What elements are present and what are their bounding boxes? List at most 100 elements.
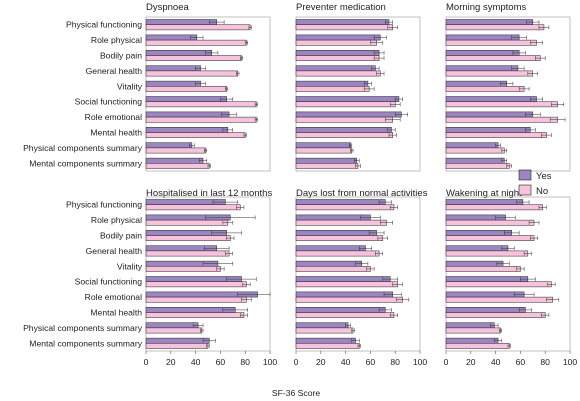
row-label: Role physical — [91, 215, 142, 225]
bar-yes — [295, 291, 393, 298]
panel-title: Days lost from normal activities — [296, 188, 428, 199]
bar-yes — [145, 50, 212, 56]
bar-no — [295, 266, 371, 272]
bar-no — [295, 343, 360, 349]
row-label: Mental components summary — [29, 158, 142, 168]
bar-no — [145, 24, 251, 31]
panel: Days lost from normal activities 0 20 40 60 8… — [294, 188, 428, 367]
bar-no — [295, 86, 370, 92]
panel-title: Wakening at night — [446, 188, 522, 199]
x-tick-label: 40 — [191, 357, 201, 367]
bar-no — [145, 266, 221, 272]
bar-no — [145, 101, 257, 108]
x-tick-label: 40 — [341, 357, 351, 367]
bar-no — [295, 132, 393, 138]
bar-no — [295, 235, 384, 241]
bar-no — [145, 281, 247, 288]
bar-no — [445, 296, 553, 303]
bar-yes — [445, 34, 520, 41]
bar-no — [145, 132, 246, 138]
bar-no — [295, 101, 396, 108]
bar-no — [295, 204, 395, 211]
bar-yes — [295, 214, 371, 221]
bar-no — [445, 86, 525, 92]
bar-yes — [145, 96, 227, 102]
bar-yes — [445, 230, 512, 236]
row-label: Mental health — [90, 308, 142, 318]
bar-no — [445, 132, 547, 138]
panels: Dyspnoea Physical functioning Role physica… — [23, 2, 577, 367]
bar-no — [145, 235, 231, 241]
bar-no — [445, 235, 535, 241]
bar-no — [445, 24, 545, 31]
bar-yes — [145, 127, 229, 133]
bar-no — [145, 250, 230, 257]
x-tick-label: 60 — [216, 357, 226, 367]
bar-no — [295, 296, 403, 303]
bar-yes — [295, 307, 386, 313]
panel-frame — [445, 196, 571, 352]
bar-no — [295, 147, 353, 154]
bar-no — [145, 327, 203, 334]
panel-title: Dyspnoea — [146, 2, 189, 13]
bar-no — [445, 70, 534, 77]
x-tick-label: 80 — [540, 357, 550, 367]
bar-no — [145, 219, 229, 226]
bar-yes — [295, 96, 400, 102]
x-tick-label: 60 — [366, 357, 376, 367]
bar-yes — [445, 19, 534, 25]
bar-yes — [445, 142, 499, 149]
bar-no — [145, 163, 210, 169]
legend-no-swatch — [518, 184, 532, 196]
legend-yes-label: Yes — [536, 171, 552, 182]
bar-yes — [145, 337, 210, 344]
bar-no — [295, 250, 380, 257]
bar-yes — [445, 291, 525, 298]
x-tick-label: 20 — [316, 357, 326, 367]
x-tick-label: 40 — [491, 357, 501, 367]
legend-no-label: No — [536, 186, 548, 197]
row-label: Vitality — [117, 261, 143, 271]
bar-no — [295, 327, 354, 334]
bar-no — [445, 101, 558, 108]
x-tick-label: 100 — [563, 357, 578, 367]
row-label: Social functioning — [75, 277, 143, 287]
row-label: Bodily pain — [100, 231, 142, 241]
bar-no — [295, 219, 387, 226]
bar-no — [445, 266, 521, 272]
panel-frame — [145, 16, 271, 172]
bar-yes — [295, 230, 377, 236]
bar-yes — [295, 19, 390, 25]
bar-no — [295, 163, 359, 169]
bar-yes — [295, 276, 391, 282]
bar-no — [445, 204, 543, 211]
bar-yes — [445, 337, 499, 344]
panel-frame — [145, 196, 271, 352]
bar-yes — [445, 127, 531, 133]
row-label: Bodily pain — [100, 51, 142, 61]
bar-no — [145, 296, 247, 303]
bar-yes — [445, 260, 504, 267]
bar-no — [295, 70, 381, 77]
bar-yes — [445, 276, 529, 282]
row-label: General health — [86, 246, 143, 256]
bar-yes — [295, 157, 358, 164]
x-tick-label: 80 — [390, 357, 400, 367]
bar-yes — [445, 157, 505, 164]
row-label: Vitality — [117, 81, 143, 91]
panel: Wakening at night 0 20 40 60 80 100 — [444, 188, 578, 367]
bar-no — [145, 39, 247, 46]
panel-frame — [445, 16, 571, 172]
bar-yes — [145, 307, 236, 313]
bar-no — [145, 147, 206, 154]
bar-no — [445, 343, 510, 349]
bar-yes — [145, 80, 201, 87]
bar-yes — [295, 80, 369, 87]
panel-title: Preventer medication — [296, 2, 386, 13]
x-tick-label: 80 — [240, 357, 250, 367]
bar-no — [445, 116, 558, 123]
bar-yes — [445, 65, 519, 72]
panel-title: Morning symptoms — [446, 2, 526, 13]
bar-no — [445, 39, 537, 46]
